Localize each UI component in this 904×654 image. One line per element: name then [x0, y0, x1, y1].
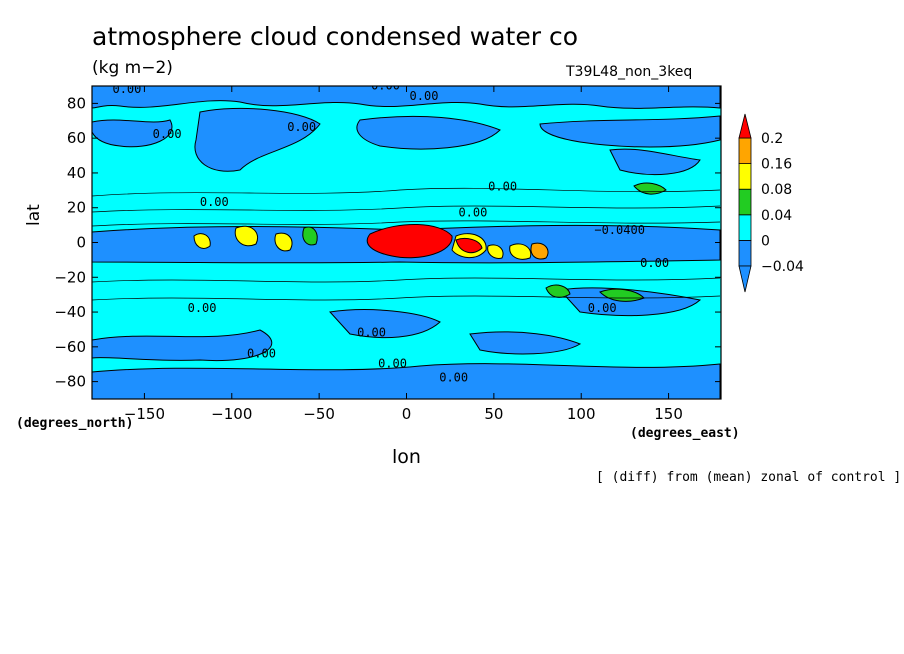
field-region	[455, 237, 483, 254]
y-tick-label: −20	[54, 268, 86, 286]
field-region	[609, 148, 701, 176]
legend-level-label: 0	[761, 233, 770, 249]
x-tick-label: 50	[484, 405, 503, 423]
legend-swatch	[738, 239, 752, 267]
x-tick-label: −100	[211, 405, 252, 423]
axis-ticks: −150 −100 −50 0 50 100 150 80 60 40 20 0 −20 −40 −60 −8…	[54, 86, 721, 423]
x-tick-label: 0	[402, 405, 412, 423]
field-region	[530, 242, 549, 260]
legend-arrow-below	[738, 265, 752, 293]
chart-units: (kg m−2)	[92, 58, 173, 78]
field-region	[234, 225, 258, 247]
y-tick-label: −80	[54, 373, 86, 391]
field-region	[92, 329, 273, 362]
legend-swatch	[738, 188, 752, 216]
legend-swatch	[738, 137, 752, 165]
field-region	[633, 182, 667, 195]
contour-label: 0.00	[640, 256, 669, 270]
legend-level-label: 0.2	[761, 131, 783, 147]
legend-level-label: 0.08	[761, 182, 792, 198]
contour-label: 0.00	[247, 346, 276, 360]
x-tick-label: 150	[654, 405, 683, 423]
contour-label: 0.00	[200, 195, 229, 209]
field-region	[366, 224, 453, 259]
field-region	[194, 107, 321, 172]
y-tick-label: 20	[67, 199, 86, 217]
contour-line	[92, 220, 721, 227]
field-region	[329, 309, 441, 339]
contour-line	[92, 295, 721, 301]
field-region	[509, 243, 532, 260]
legend-swatch	[738, 163, 752, 190]
contour-label: 0.00	[153, 127, 182, 141]
contour-label: 0.00	[378, 357, 407, 371]
contour-label: 0.00	[458, 205, 487, 219]
y-unit-note: (degrees_north)	[16, 416, 134, 431]
legend-level-label: 0.04	[761, 208, 792, 224]
contour-label: 0.00	[188, 301, 217, 315]
x-tick-label: 100	[567, 405, 596, 423]
field-region	[487, 244, 504, 259]
field-region	[193, 233, 211, 249]
x-axis-label: lon	[392, 446, 421, 468]
contour-line	[92, 277, 721, 283]
contour-label: 0.00	[488, 179, 517, 193]
x-unit-note: (degrees_east)	[630, 426, 740, 441]
y-tick-label: 40	[67, 164, 86, 182]
contour-label: 0.00	[112, 82, 141, 96]
y-tick-label: 80	[67, 94, 86, 112]
y-tick-label: −40	[54, 303, 86, 321]
contour-label: 0.00	[439, 371, 468, 385]
contour-label: 0.00	[287, 120, 316, 134]
field-region	[92, 363, 721, 399]
contour-label: 0.00	[371, 78, 400, 92]
field-region	[469, 331, 582, 355]
field-region	[92, 119, 173, 148]
field-region	[356, 115, 501, 150]
footnote: [ (diff) from (mean) zonal of control ]	[596, 470, 902, 485]
y-tick-label: 0	[76, 234, 86, 252]
chart-title: atmosphere cloud condensed water co	[92, 22, 579, 51]
contour-label: 0.00	[588, 301, 617, 315]
run-label: T39L48_non_3keq	[566, 64, 693, 80]
plot-area: 0.00 0.000.000.00 0.000.000.000.00−0.04000…	[92, 78, 721, 399]
y-tick-label: −60	[54, 338, 86, 356]
contour-label: −0.0400	[594, 223, 645, 237]
color-legend: −0.04 0 0.04 0.08 0.16 0.2	[738, 113, 804, 293]
contour-label: 0.00	[357, 325, 386, 339]
field-region	[545, 284, 571, 298]
contour-line	[92, 187, 721, 197]
contour-label: 0.00	[410, 89, 439, 103]
contour-line	[92, 205, 721, 213]
field-region	[559, 287, 702, 317]
x-tick-label: −50	[303, 405, 335, 423]
field-region	[274, 232, 293, 252]
field-region	[92, 86, 721, 109]
legend-level-label: −0.04	[761, 259, 804, 275]
legend-swatch	[738, 214, 752, 241]
y-tick-label: 60	[67, 129, 86, 147]
field-region	[539, 115, 721, 148]
field-region	[302, 226, 318, 246]
x-tick-label: −150	[124, 405, 165, 423]
legend-arrow-above	[738, 113, 752, 139]
legend-level-label: 0.16	[761, 157, 792, 173]
